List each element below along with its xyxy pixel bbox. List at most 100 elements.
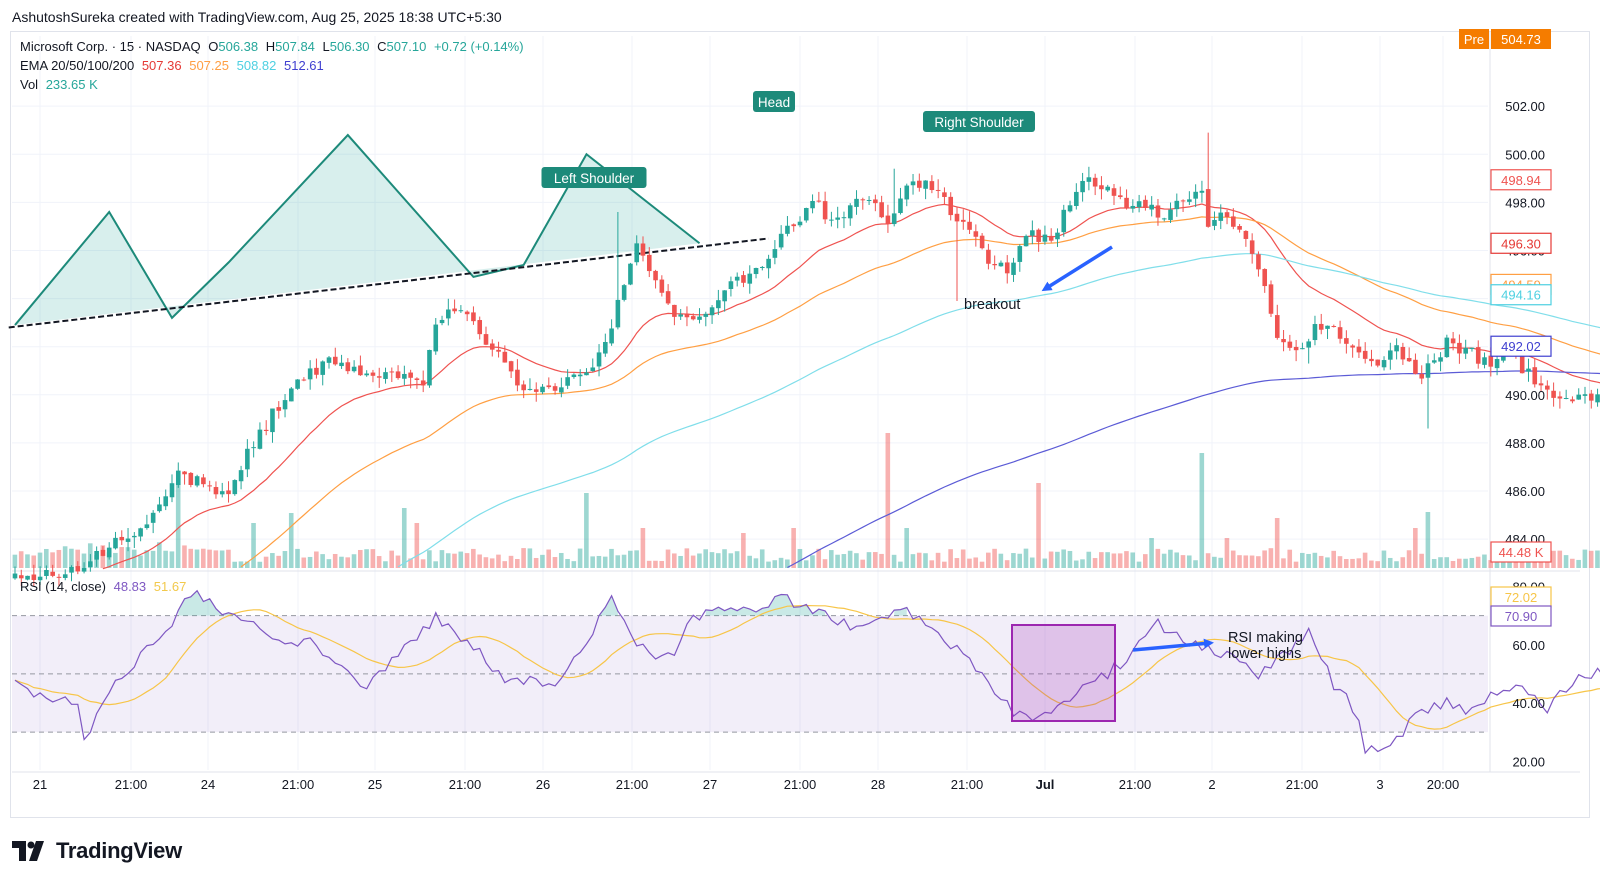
candle	[383, 367, 388, 384]
candle-body	[1004, 262, 1010, 274]
volume-bar	[1099, 552, 1104, 568]
volume-bar	[339, 556, 344, 568]
volume-bar	[307, 556, 313, 568]
volume-bar	[452, 553, 457, 568]
candle-body	[1231, 216, 1236, 227]
candle-body	[1362, 350, 1368, 359]
candle-body	[1419, 373, 1425, 379]
volume-bar	[1300, 552, 1305, 568]
candle	[1526, 358, 1531, 382]
volume-bar	[1036, 483, 1041, 568]
label-left-shoulder[interactable]: Left Shoulder	[541, 167, 647, 188]
rsi-label: RSI (14, close)	[20, 579, 106, 594]
volume-bar	[1318, 555, 1324, 568]
volume-bar	[866, 552, 872, 568]
time-tick: 25	[368, 777, 382, 792]
ema-legend[interactable]: EMA 20/50/100/200 507.36 507.25 508.82 5…	[20, 58, 328, 73]
volume-bar	[1570, 558, 1575, 568]
symbol-legend[interactable]: Microsoft Corp. · 15 · NASDAQ O506.38 H5…	[20, 39, 528, 54]
candle	[477, 316, 483, 340]
volume-bar	[715, 553, 721, 568]
volume-bar	[1431, 559, 1437, 568]
candle	[94, 546, 99, 567]
candle-body	[351, 366, 357, 372]
candle-body	[577, 374, 583, 377]
candle	[672, 304, 677, 326]
volume-bar	[1017, 553, 1022, 568]
volume-bar	[659, 560, 665, 568]
volume-bar	[12, 554, 18, 568]
candle-body	[1243, 230, 1249, 239]
head-shoulders-pattern[interactable]	[8, 133, 769, 329]
volume-bar	[904, 528, 909, 568]
price-badge-4: 492.02	[1490, 335, 1552, 357]
candle-body	[810, 200, 815, 209]
candle-body	[1300, 348, 1305, 350]
volume-bar	[527, 548, 533, 568]
candle-body	[1080, 180, 1085, 193]
candle	[1588, 389, 1594, 409]
candle-body	[885, 215, 891, 224]
volume-bar	[1343, 559, 1349, 568]
volume-bar	[326, 559, 332, 568]
candle	[219, 482, 225, 498]
volume-bar	[540, 554, 545, 568]
candle-body	[201, 477, 206, 485]
candle-body	[1318, 323, 1324, 330]
candle	[446, 298, 451, 326]
volume-bar	[1237, 555, 1242, 568]
candle	[1061, 204, 1067, 237]
annotations[interactable]: Left Shoulder Head Right Shoulder breakout	[541, 91, 1113, 313]
label-head[interactable]: Head	[753, 91, 795, 112]
rsi-legend[interactable]: RSI (14, close) 48.83 51.67	[20, 579, 190, 594]
low-label: L	[322, 39, 330, 54]
candle-body	[904, 185, 910, 200]
high-value: 507.84	[275, 39, 315, 54]
volume-bar	[439, 550, 445, 568]
candle-body	[295, 379, 300, 389]
price-tick: 486.00	[1505, 484, 1545, 499]
candle-body	[1011, 262, 1016, 275]
time-tick: 26	[536, 777, 550, 792]
candle-body	[803, 208, 809, 221]
candle	[427, 349, 432, 388]
candle-body	[408, 372, 413, 378]
chart-frame[interactable]	[10, 31, 1590, 818]
candle	[1180, 199, 1186, 213]
tradingview-logo[interactable]: TradingView	[12, 838, 182, 864]
vol-label: Vol	[20, 77, 39, 92]
candle-body	[954, 213, 960, 222]
grid	[12, 32, 1580, 773]
candle-body	[917, 180, 922, 188]
candle-body	[533, 389, 539, 392]
candle	[489, 339, 495, 357]
candle	[232, 479, 238, 496]
label-right-shoulder[interactable]: Right Shoulder	[923, 111, 1035, 132]
volume-bar	[62, 546, 68, 568]
volume-bar	[841, 554, 847, 568]
candle	[1262, 268, 1268, 293]
candle-body	[1425, 363, 1431, 378]
candle	[760, 265, 765, 271]
candle-body	[1381, 360, 1387, 368]
candle-body	[433, 324, 439, 352]
candle-body	[364, 373, 369, 376]
candle	[665, 284, 671, 306]
volume-bar	[408, 558, 413, 568]
candle-body	[1042, 234, 1048, 242]
candle-body	[339, 362, 344, 367]
candle-body	[389, 371, 395, 373]
candle	[722, 290, 727, 312]
candle-body	[1431, 360, 1437, 363]
price-tick: 498.00	[1505, 195, 1545, 210]
volume-bar	[609, 548, 614, 568]
volume-legend[interactable]: Vol 233.65 K	[20, 77, 102, 92]
volume-bar	[175, 483, 181, 568]
time-tick: 21:00	[115, 777, 148, 792]
candle	[188, 472, 194, 488]
candle	[295, 379, 300, 390]
volume-bar	[75, 549, 80, 568]
candle-body	[1344, 338, 1349, 344]
volume-bar	[1080, 559, 1085, 568]
